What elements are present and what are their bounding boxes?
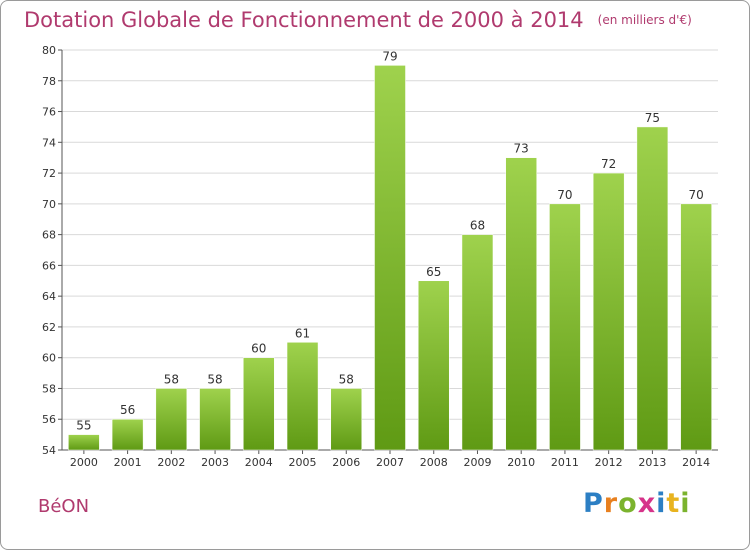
proxiti-logo[interactable]: Proxiti	[583, 488, 691, 519]
logo-letter: t	[666, 488, 681, 519]
y-tick-label: 70	[42, 198, 56, 211]
y-tick-label: 76	[42, 106, 56, 119]
data-label: 61	[295, 326, 310, 340]
logo-letter: r	[603, 488, 619, 519]
bar	[680, 203, 712, 451]
labels: 54 56 58 60 62 64 66 68 70 72 74 76 78 80 55 2000 56 2001…	[42, 44, 710, 469]
x-tick-label: 2008	[420, 456, 448, 469]
data-label: 60	[251, 342, 266, 356]
x-tick-label: 2011	[551, 456, 579, 469]
data-label: 70	[688, 188, 703, 202]
bar	[286, 342, 319, 451]
bar	[111, 418, 144, 451]
bar	[155, 388, 188, 451]
bar	[592, 172, 625, 451]
x-tick-label: 2002	[157, 456, 185, 469]
x-tick-label: 2006	[332, 456, 360, 469]
y-tick-label: 60	[42, 352, 56, 365]
y-tick-label: 64	[42, 290, 56, 303]
logo-letter: i	[680, 488, 691, 519]
data-label: 79	[382, 49, 397, 63]
bars	[68, 65, 712, 451]
x-tick-label: 2013	[638, 456, 666, 469]
commune-name: BéON	[38, 496, 90, 517]
data-label: 73	[514, 142, 529, 156]
bar	[505, 157, 537, 451]
data-label: 55	[76, 419, 91, 433]
data-label: 75	[645, 111, 660, 125]
bar	[461, 234, 494, 451]
bar	[330, 388, 363, 451]
x-tick-label: 2003	[201, 456, 229, 469]
data-label: 65	[426, 265, 441, 279]
data-label: 58	[164, 372, 179, 386]
y-tick-label: 68	[42, 229, 56, 242]
x-tick-label: 2007	[376, 456, 404, 469]
data-label: 70	[557, 188, 572, 202]
y-tick-label: 78	[42, 75, 56, 88]
title-row: Dotation Globale de Fonctionnement de 20…	[24, 8, 692, 38]
data-label: 68	[470, 219, 485, 233]
y-tick-label: 72	[42, 167, 56, 180]
data-label: 72	[601, 157, 616, 171]
bar	[636, 126, 669, 451]
x-tick-label: 2001	[114, 456, 142, 469]
x-tick-label: 2014	[682, 456, 710, 469]
data-label: 58	[207, 372, 222, 386]
x-tick-label: 2009	[463, 456, 491, 469]
chart-title: Dotation Globale de Fonctionnement de 20…	[24, 8, 584, 32]
logo-letter: x	[637, 488, 657, 519]
bar	[68, 434, 100, 451]
logo-letter: P	[583, 488, 604, 519]
y-tick-label: 62	[42, 321, 56, 334]
y-tick-label: 54	[42, 444, 56, 457]
y-tick-label: 56	[42, 413, 56, 426]
bar	[549, 203, 581, 451]
logo-letter: i	[656, 488, 667, 519]
x-tick-label: 2005	[289, 456, 317, 469]
y-tick-label: 58	[42, 382, 56, 395]
logo-letter: o	[618, 488, 638, 519]
bar	[243, 357, 275, 451]
x-tick-label: 2012	[595, 456, 623, 469]
bar	[417, 280, 450, 451]
chart-subtitle: (en milliers d'€)	[597, 13, 692, 27]
y-tick-label: 80	[42, 44, 56, 57]
y-tick-label: 74	[42, 136, 56, 149]
bar	[374, 65, 406, 451]
x-tick-label: 2000	[70, 456, 98, 469]
x-tick-label: 2010	[507, 456, 535, 469]
data-label: 56	[120, 403, 135, 417]
bar	[199, 388, 231, 451]
data-label: 58	[339, 372, 354, 386]
y-tick-label: 66	[42, 259, 56, 272]
x-tick-label: 2004	[245, 456, 273, 469]
